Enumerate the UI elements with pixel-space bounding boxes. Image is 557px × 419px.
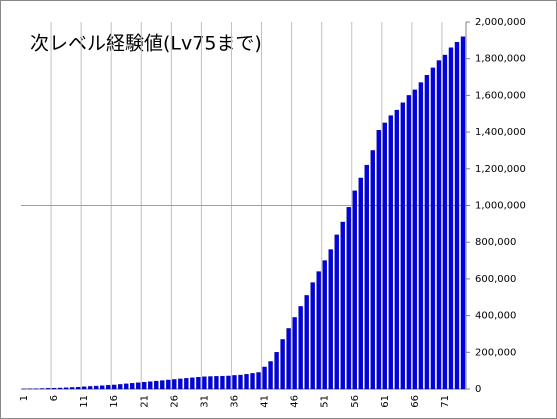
bar <box>208 376 213 390</box>
bar <box>346 207 351 390</box>
y-tick-label: 400,000 <box>475 311 516 322</box>
bar <box>93 385 99 390</box>
bar <box>81 386 87 390</box>
bar <box>160 380 165 390</box>
bar <box>196 377 201 390</box>
bar <box>262 366 267 390</box>
bar <box>370 150 375 390</box>
bar <box>244 374 249 390</box>
bar <box>232 375 237 390</box>
bar <box>442 54 448 390</box>
x-tick-label: 51 <box>320 395 331 408</box>
bar <box>238 374 243 390</box>
bar <box>460 36 466 390</box>
bar <box>280 339 285 390</box>
bar <box>340 221 345 390</box>
bar <box>142 382 147 390</box>
bar <box>130 383 135 390</box>
bar <box>418 82 424 390</box>
bar <box>322 260 327 390</box>
bar <box>69 387 75 390</box>
bar <box>166 379 171 390</box>
y-tick-label: 1,200,000 <box>475 164 526 175</box>
x-tick-label: 1 <box>19 395 30 401</box>
bar <box>388 115 394 390</box>
bar <box>412 89 418 390</box>
bar <box>256 372 261 390</box>
bar <box>328 249 333 390</box>
x-tick-label: 36 <box>229 395 240 408</box>
bar <box>99 385 105 390</box>
bar <box>87 386 93 390</box>
bar <box>172 379 177 390</box>
bar <box>51 387 57 390</box>
bar <box>220 375 225 390</box>
bar <box>106 385 111 390</box>
bar <box>268 361 273 390</box>
bar <box>400 102 406 390</box>
bar <box>148 381 153 390</box>
bar <box>274 352 279 390</box>
x-tick-label: 41 <box>260 395 271 408</box>
x-tick-label: 6 <box>49 395 60 401</box>
bar <box>334 234 339 390</box>
bar <box>310 282 315 390</box>
x-tick-label: 66 <box>410 395 421 408</box>
bar <box>45 388 51 390</box>
bar <box>292 317 297 390</box>
y-tick-label: 0 <box>475 384 481 395</box>
bar <box>304 295 309 390</box>
bar <box>178 378 183 390</box>
bar <box>112 384 117 390</box>
bar <box>448 47 454 390</box>
bar <box>436 60 442 390</box>
bar <box>358 177 363 390</box>
bar <box>286 328 291 390</box>
bar <box>298 306 303 390</box>
bar <box>63 387 69 390</box>
x-tick-label: 61 <box>380 395 391 408</box>
bar <box>364 164 369 390</box>
x-tick-label: 26 <box>169 395 180 408</box>
bar <box>184 378 189 390</box>
x-tick-label: 46 <box>290 395 301 408</box>
bar <box>57 387 63 390</box>
x-tick-label: 21 <box>139 395 150 408</box>
y-tick-label: 1,800,000 <box>475 54 526 65</box>
bar <box>136 382 141 390</box>
x-tick-label: 11 <box>79 395 90 408</box>
bar <box>250 373 255 390</box>
y-tick-label: 600,000 <box>475 274 516 285</box>
y-tick-label: 1,000,000 <box>475 201 526 212</box>
chart-title: 次レベル経験値(Lv75まで) <box>30 33 262 55</box>
y-tick-label: 2,000,000 <box>475 17 526 28</box>
x-tick-label: 16 <box>109 395 120 408</box>
y-tick-label: 800,000 <box>475 237 516 248</box>
bar <box>424 75 430 390</box>
bar <box>382 122 388 390</box>
bar <box>154 380 159 390</box>
x-tick-label: 71 <box>440 395 451 408</box>
y-tick-label: 1,600,000 <box>475 90 526 101</box>
bar <box>124 383 129 390</box>
y-tick-label: 1,400,000 <box>475 127 526 138</box>
bar <box>352 190 357 390</box>
x-tick-label: 31 <box>199 395 210 408</box>
x-tick-label: 56 <box>350 395 361 408</box>
y-tick-label: 200,000 <box>475 347 516 358</box>
bar <box>202 376 207 390</box>
bar <box>214 376 219 390</box>
bar <box>394 109 400 390</box>
bar <box>118 384 123 390</box>
bar <box>454 41 460 390</box>
bar <box>316 271 321 390</box>
bar <box>406 95 412 390</box>
bar <box>190 377 195 390</box>
bar <box>226 375 231 390</box>
bar <box>430 67 436 390</box>
bar <box>75 386 81 390</box>
bar <box>376 130 381 390</box>
